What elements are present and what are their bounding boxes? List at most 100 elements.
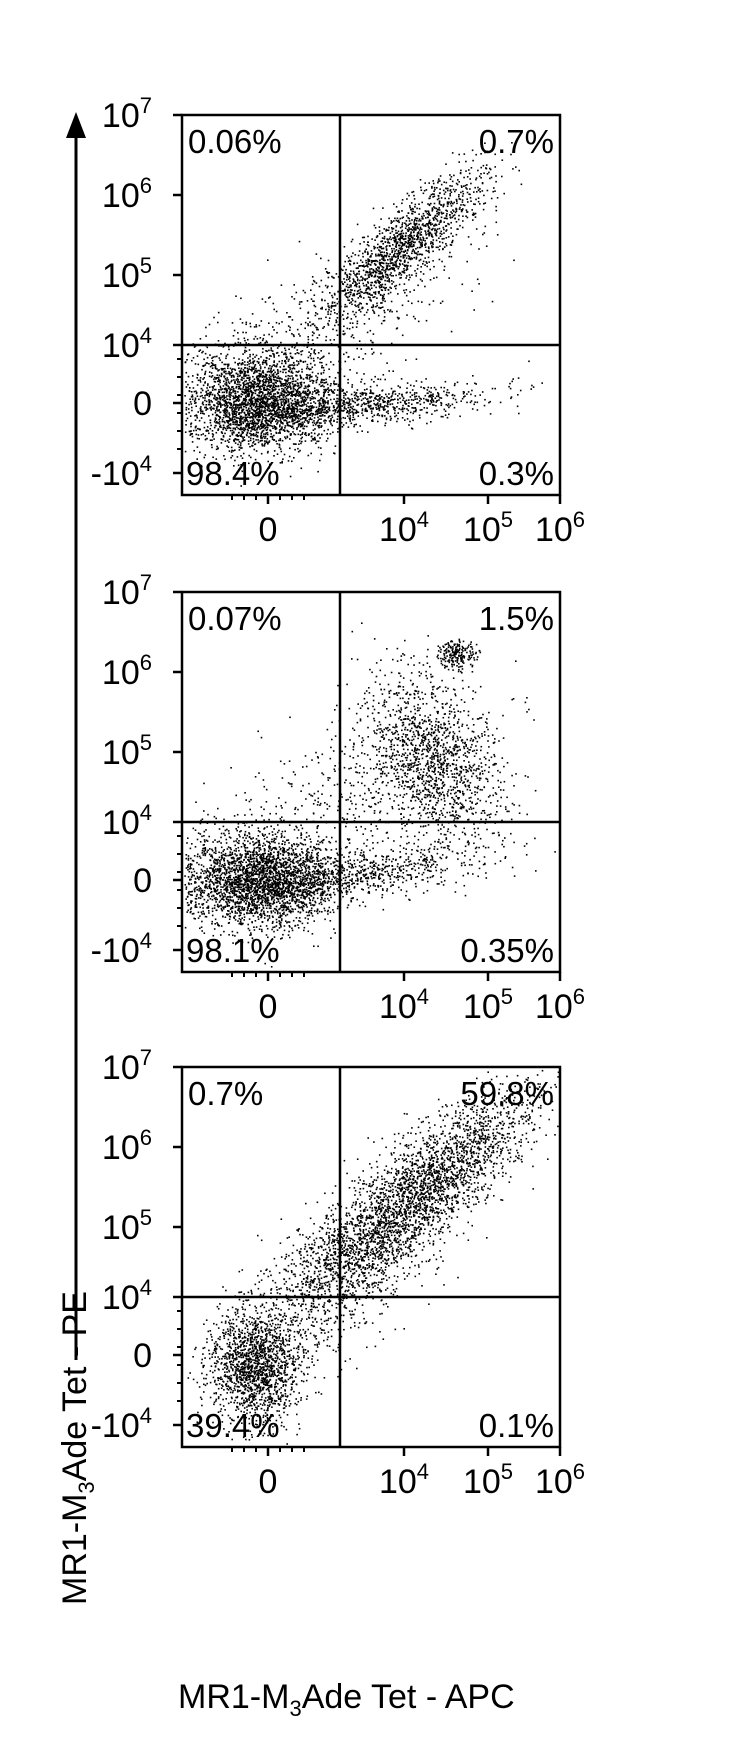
event-dot <box>213 426 216 429</box>
event-dot <box>246 386 248 389</box>
event-dot <box>303 395 306 398</box>
event-dot <box>275 411 277 413</box>
event-dot <box>322 395 325 397</box>
event-dot <box>436 198 439 201</box>
event-dot <box>232 415 234 417</box>
event-dot <box>250 430 252 432</box>
event-dot <box>403 264 406 266</box>
event-dot <box>370 273 372 276</box>
event-dot <box>276 409 279 411</box>
event-dot <box>510 397 512 400</box>
event-dot <box>209 404 211 406</box>
event-dot <box>247 393 249 395</box>
event-dot <box>293 380 295 383</box>
event-dot <box>332 409 334 412</box>
event-dot <box>418 203 420 205</box>
event-dot <box>374 397 376 400</box>
event-dot <box>508 385 510 388</box>
event-dot <box>284 414 287 417</box>
event-dot <box>217 400 219 403</box>
event-dot <box>411 394 413 396</box>
event-dot <box>312 406 314 409</box>
event-dot <box>402 271 405 274</box>
event-dot <box>247 386 249 389</box>
event-dot <box>377 413 379 415</box>
event-dot <box>229 418 232 420</box>
event-dot <box>233 415 235 418</box>
event-dot <box>385 393 387 396</box>
event-dot <box>376 297 378 299</box>
event-dot <box>321 306 323 309</box>
event-dot <box>379 284 382 286</box>
event-dot <box>255 354 258 357</box>
event-dot <box>386 277 388 279</box>
event-dot <box>255 376 258 378</box>
event-dot <box>306 346 309 348</box>
event-dot <box>281 412 284 414</box>
event-dot <box>326 388 329 391</box>
event-dot <box>266 414 269 417</box>
event-dot <box>365 288 368 290</box>
event-dot <box>312 391 314 393</box>
event-dot <box>391 403 394 405</box>
event-dot <box>281 390 283 392</box>
event-dot <box>387 229 390 232</box>
event-dot <box>209 393 212 395</box>
event-dot <box>416 398 418 400</box>
event-dot <box>243 388 246 391</box>
event-dot <box>349 291 351 293</box>
event-dot <box>360 296 362 298</box>
event-dot <box>406 192 409 195</box>
event-dot <box>367 402 369 404</box>
event-dot <box>319 415 321 417</box>
event-dot <box>257 431 259 434</box>
event-dot <box>440 211 443 214</box>
event-dot <box>391 228 394 230</box>
event-dot <box>415 275 417 277</box>
event-dot <box>224 410 227 413</box>
event-dot <box>408 242 411 244</box>
event-dot <box>398 271 401 274</box>
event-dot <box>408 223 411 225</box>
event-dot <box>364 410 367 412</box>
event-dot <box>295 291 298 294</box>
event-dot <box>276 391 279 393</box>
event-dot <box>256 360 259 363</box>
event-dot <box>416 217 419 220</box>
event-dot <box>384 415 386 417</box>
event-dot <box>192 429 195 432</box>
event-dot <box>455 233 458 236</box>
event-dot <box>427 229 430 232</box>
event-dot <box>269 296 271 298</box>
event-dot <box>392 370 394 372</box>
event-dot <box>365 248 367 250</box>
event-dot <box>438 197 440 200</box>
event-dot <box>278 377 280 379</box>
event-dot <box>411 428 414 430</box>
event-dot <box>432 399 435 402</box>
event-dot <box>218 369 220 371</box>
event-dot <box>380 262 383 264</box>
event-dot <box>451 239 454 242</box>
event-dot <box>318 405 321 407</box>
event-dot <box>218 396 221 399</box>
event-dot <box>219 403 222 406</box>
event-dot <box>242 391 244 393</box>
event-dot <box>414 392 416 394</box>
event-dot <box>409 222 412 225</box>
event-dot <box>261 401 264 403</box>
event-dot <box>249 368 252 371</box>
event-dot <box>264 420 266 422</box>
event-dot <box>238 362 241 364</box>
event-dot <box>387 263 390 265</box>
event-dot <box>283 398 286 401</box>
event-dot <box>206 346 209 349</box>
event-dot <box>352 293 355 295</box>
event-dot <box>286 410 289 413</box>
event-dot <box>255 422 258 424</box>
event-dot <box>198 398 200 401</box>
event-dot <box>271 387 273 390</box>
event-dot <box>258 409 261 411</box>
event-dot <box>355 392 358 394</box>
event-dot <box>370 404 372 407</box>
